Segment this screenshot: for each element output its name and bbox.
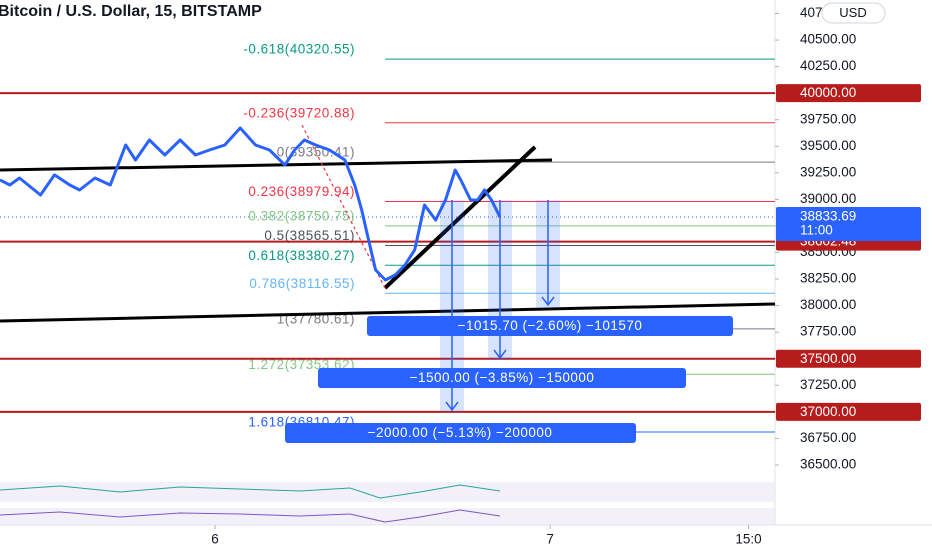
level-tag-text: 37000.00: [800, 404, 856, 419]
measure-box: [285, 423, 636, 443]
fib-label: -0.618(40320.55): [243, 42, 355, 57]
trend-line: [383, 145, 537, 290]
last-price-text: 38833.69: [800, 209, 856, 224]
level-tag: [776, 402, 921, 421]
y-tick-label: 38000.00: [800, 297, 856, 312]
measure-text: −1015.70 (−2.60%) −101570: [458, 318, 643, 333]
y-tick-label: 39250.00: [800, 164, 856, 179]
fib-trend: [301, 124, 386, 289]
measure-box: [367, 316, 733, 336]
y-tick-label: 37750.00: [800, 324, 856, 339]
trend-line: [0, 158, 553, 172]
level-tag-text: 37500.00: [800, 351, 856, 366]
x-tick-label: 15:0: [735, 532, 761, 547]
measure-text: −2000.00 (−5.13%) −200000: [368, 425, 553, 440]
y-tick-label: 40500.00: [800, 32, 856, 47]
fib-label: 0.618(38380.27): [248, 248, 355, 263]
y-tick-label: 39000.00: [800, 191, 856, 206]
fib-label: 0.786(38116.55): [249, 276, 355, 291]
x-tick-label: 6: [211, 532, 219, 547]
indicator-line: [0, 509, 501, 523]
currency-label[interactable]: USD: [839, 5, 866, 20]
currency-button[interactable]: [821, 2, 886, 24]
level-tag: [776, 349, 921, 368]
fib-label: 0.382(38750.75): [248, 208, 355, 223]
fib-label: 0.5(38565.51): [264, 228, 355, 243]
y-tick-label: 39500.00: [800, 138, 856, 153]
measure-text: −1500.00 (−3.85%) −150000: [410, 370, 595, 385]
last-price-tag: [776, 207, 921, 242]
indicator-pane: [0, 508, 775, 525]
y-tick-label: 37250.00: [800, 377, 856, 392]
y-tick-label: 36500.00: [800, 456, 856, 471]
range-arrow: [445, 200, 555, 412]
indicator-line: [0, 484, 501, 499]
level-tag-text: 40000.00: [800, 85, 856, 100]
y-tick-label: 38250.00: [800, 271, 856, 286]
y-tick-label: 36750.00: [800, 430, 856, 445]
price-line: [0, 126, 502, 282]
level-tag: [776, 84, 921, 103]
chart-title: Bitcoin / U.S. Dollar, 15, BITSTAMP: [0, 3, 262, 20]
trend-line: [0, 302, 776, 323]
indicator-panes: [0, 482, 775, 525]
measure-box: [318, 368, 686, 388]
fib-label: -0.236(39720.88): [243, 105, 355, 120]
x-tick-label: 7: [546, 532, 554, 547]
measure-label: −1015.70 (−2.60%) −101570 −1500.00 (−3.8…: [285, 316, 733, 443]
countdown-text: 11:00: [800, 223, 833, 238]
y-tick-label: 40250.00: [800, 58, 856, 73]
fib-label: 0.236(38979.94): [248, 184, 355, 199]
y-tick-label: 39750.00: [800, 111, 856, 126]
